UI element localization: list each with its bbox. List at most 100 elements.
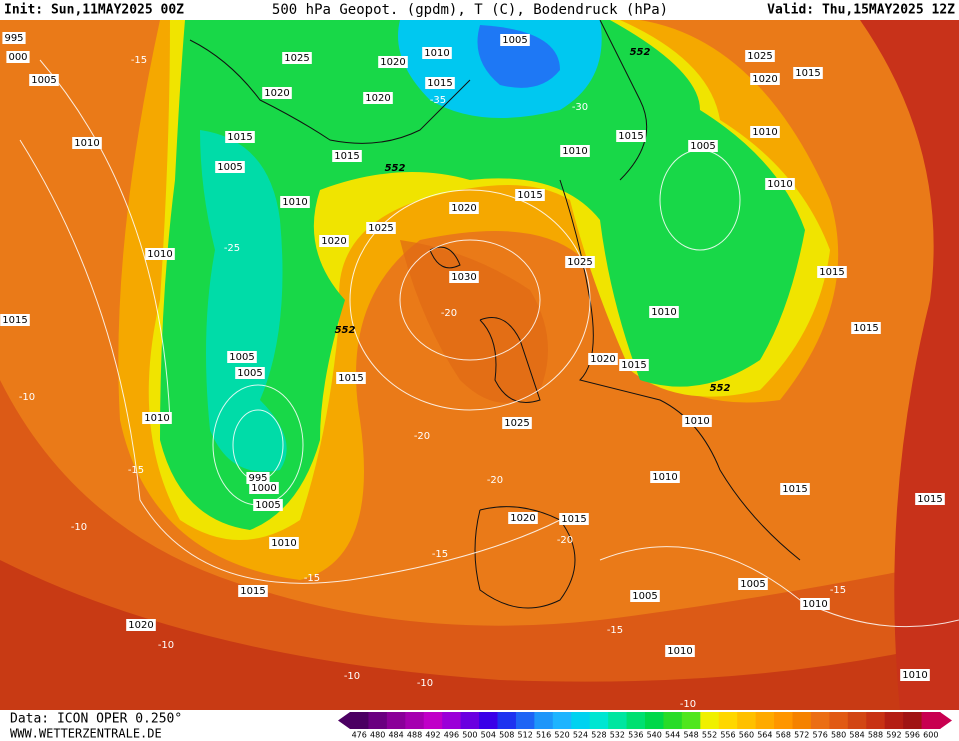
colorbar-label: 528: [591, 731, 606, 740]
isobar-label: 1010: [271, 538, 296, 549]
colorbar-swatch: [663, 712, 683, 729]
isobar-label: 1000: [251, 483, 276, 494]
temperature-label: -10: [680, 699, 696, 710]
label-box: [565, 256, 595, 268]
geopotential-label: 552: [335, 325, 356, 336]
label-box: [332, 150, 362, 162]
isobar-label: 1010: [767, 179, 792, 190]
label-box: [336, 372, 366, 384]
colorbar-swatch: [847, 712, 867, 729]
colorbar-swatch: [792, 712, 812, 729]
temperature-label: -35: [430, 95, 446, 106]
colorbar-swatch: [552, 712, 572, 729]
isobar-label: 1015: [517, 190, 542, 201]
temperature-label: -20: [414, 431, 430, 442]
temperature-label: -10: [158, 640, 174, 651]
colorbar-swatch: [903, 712, 923, 729]
colorbar-label: 588: [868, 731, 883, 740]
isobar-label: 1015: [795, 68, 820, 79]
colorbar-swatch: [884, 712, 904, 729]
isobar-label: 1005: [255, 500, 280, 511]
colorbar-swatch: [774, 712, 793, 729]
label-box: [253, 499, 283, 511]
colorbar-label: 496: [444, 731, 459, 740]
colorbar-swatch: [829, 712, 849, 729]
colorbar-label: 516: [536, 731, 551, 740]
geopotential-label: 552: [630, 47, 651, 58]
isobar-label: 1005: [502, 35, 527, 46]
isobar-label: 1015: [334, 151, 359, 162]
colorbar-swatch: [460, 712, 480, 729]
isobar-label: 1015: [621, 360, 646, 371]
colorbar-label: 476: [352, 731, 367, 740]
coastlines: [189, 19, 801, 609]
colorbar-swatch: [645, 712, 664, 729]
label-box: [619, 359, 649, 371]
isobar-label: 1010: [651, 307, 676, 318]
temperature-label: -10: [417, 678, 433, 689]
isobar-label: 1015: [618, 131, 643, 142]
colorbar-swatch: [386, 712, 406, 729]
temperature-label: -15: [830, 585, 846, 596]
colorbar-label: 564: [757, 731, 772, 740]
colorbar-label: 488: [407, 731, 422, 740]
label-box: [449, 202, 479, 214]
colorbar-label: 508: [499, 731, 514, 740]
init-time: Init: Sun,11MAY2025 00Z: [4, 3, 184, 18]
isobar-label: 1010: [667, 646, 692, 657]
label-box: [366, 222, 396, 234]
isobar-label: 1010: [147, 249, 172, 260]
temperature-label: -15: [607, 625, 623, 636]
isobar-label: 1025: [368, 223, 393, 234]
label-box: [649, 306, 679, 318]
temperature-label: -15: [128, 465, 144, 476]
label-box: [559, 513, 589, 525]
temperature-label: -15: [432, 549, 448, 560]
isobar-label: 1020: [752, 74, 777, 85]
isobar-label: 1025: [284, 53, 309, 64]
label-box: [215, 161, 245, 173]
label-box: [515, 189, 545, 201]
colorbar-label: 532: [610, 731, 625, 740]
label-box: [508, 512, 538, 524]
colorbar-swatch: [737, 712, 757, 729]
map-title: 500 hPa Geopot. (gpdm), T (C), Bodendruc…: [272, 2, 668, 18]
isobar-label: 1015: [2, 315, 27, 326]
colorbar-swatch: [626, 712, 646, 729]
label-box: [650, 471, 680, 483]
label-box: [915, 493, 945, 505]
label-box: [246, 472, 270, 484]
colorbar-arrow: [338, 712, 350, 729]
field: [0, 20, 959, 710]
label-box: [780, 483, 810, 495]
isobar-label: 1025: [504, 418, 529, 429]
valid-time: Valid: Thu,15MAY2025 12Z: [767, 3, 955, 18]
geopotential-label: 552: [710, 383, 731, 394]
isobar-label: 1010: [282, 197, 307, 208]
isobar-label: 1005: [217, 162, 242, 173]
colorbar-label: 572: [794, 731, 809, 740]
colorbar-label: 596: [905, 731, 920, 740]
temperature-label: -15: [131, 55, 147, 66]
label-box: [800, 598, 830, 610]
site: WWW.WETTERZENTRALE.DE: [10, 727, 162, 741]
colorbar-label: 500: [462, 731, 477, 740]
colorbar-swatch: [515, 712, 535, 729]
colorbar-swatch: [681, 712, 701, 729]
isobar-label: 995: [248, 473, 267, 484]
isobar-label: 1010: [74, 138, 99, 149]
label-box: [363, 92, 393, 104]
isobar-label: 1010: [802, 599, 827, 610]
colorbar-swatch: [571, 712, 591, 729]
label-box: [319, 235, 349, 247]
colorbar-label: 512: [518, 731, 533, 740]
label-box: [126, 619, 156, 631]
colorbar-label: 548: [683, 731, 698, 740]
isobar-label: 1020: [264, 88, 289, 99]
isobar-label: 1020: [365, 93, 390, 104]
label-box: [560, 145, 590, 157]
colorbar-swatch: [368, 712, 388, 729]
label-box: [262, 87, 292, 99]
isobar-label: 995: [4, 33, 23, 44]
